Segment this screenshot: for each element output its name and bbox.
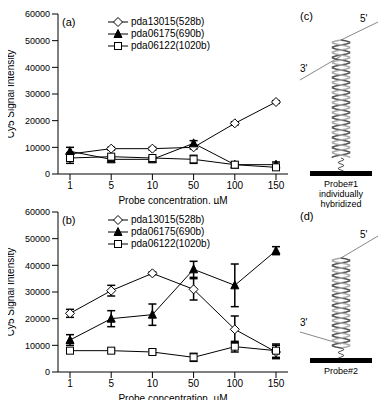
html-text:(b): (b) bbox=[62, 214, 76, 226]
svg-text:Cy5 Signal Intensity: Cy5 Signal Intensity bbox=[8, 248, 16, 336]
html-text:pda06122(1020b): pda06122(1020b) bbox=[131, 40, 210, 51]
svg-text:5': 5' bbox=[360, 13, 368, 24]
svg-text:50000: 50000 bbox=[25, 36, 50, 46]
svg-text:5: 5 bbox=[108, 378, 114, 389]
svg-text:Probe concentration, µM: Probe concentration, µM bbox=[118, 195, 227, 204]
svg-text:5: 5 bbox=[108, 180, 114, 191]
svg-text:1: 1 bbox=[67, 180, 73, 191]
svg-text:Probe concentration, µM: Probe concentration, µM bbox=[118, 393, 227, 400]
html-text:(a): (a) bbox=[62, 16, 76, 28]
svg-text:0: 0 bbox=[45, 169, 50, 179]
svg-text:10000: 10000 bbox=[25, 143, 50, 153]
svg-text:150: 150 bbox=[268, 180, 285, 191]
svg-text:60000: 60000 bbox=[25, 207, 50, 217]
svg-text:150: 150 bbox=[268, 378, 285, 389]
svg-text:3': 3' bbox=[300, 63, 308, 74]
svg-text:60000: 60000 bbox=[25, 9, 50, 19]
svg-text:(d): (d) bbox=[300, 210, 313, 222]
svg-text:10: 10 bbox=[147, 180, 159, 191]
html-text:pda06175(690b): pda06175(690b) bbox=[131, 226, 205, 237]
svg-text:50000: 50000 bbox=[25, 234, 50, 244]
svg-text:100: 100 bbox=[226, 180, 243, 191]
html-text:pda13015(528b): pda13015(528b) bbox=[131, 214, 205, 225]
html-text:pda13015(528b): pda13015(528b) bbox=[131, 16, 205, 27]
svg-text:30000: 30000 bbox=[25, 89, 50, 99]
svg-text:Cy5 Signal Intensity: Cy5 Signal Intensity bbox=[8, 50, 16, 138]
svg-text:Probe#2: Probe#2 bbox=[324, 366, 358, 376]
svg-text:20000: 20000 bbox=[25, 116, 50, 126]
svg-text:hybridized: hybridized bbox=[320, 199, 361, 208]
svg-text:100: 100 bbox=[226, 378, 243, 389]
svg-text:20000: 20000 bbox=[25, 314, 50, 324]
svg-text:50: 50 bbox=[188, 378, 200, 389]
svg-text:30000: 30000 bbox=[25, 287, 50, 297]
svg-text:50: 50 bbox=[188, 180, 200, 191]
svg-text:10000: 10000 bbox=[25, 341, 50, 351]
svg-text:1: 1 bbox=[67, 378, 73, 389]
html-text:pda06122(1020b): pda06122(1020b) bbox=[131, 238, 210, 249]
svg-text:3': 3' bbox=[300, 317, 308, 328]
svg-text:5': 5' bbox=[360, 229, 368, 240]
svg-text:(c): (c) bbox=[300, 10, 313, 22]
svg-text:0: 0 bbox=[45, 367, 50, 377]
svg-text:Probe#1: Probe#1 bbox=[324, 179, 358, 189]
svg-text:10: 10 bbox=[147, 378, 159, 389]
svg-text:40000: 40000 bbox=[25, 261, 50, 271]
svg-text:individually: individually bbox=[319, 189, 364, 199]
html-text:pda06175(690b): pda06175(690b) bbox=[131, 28, 205, 39]
svg-text:40000: 40000 bbox=[25, 63, 50, 73]
